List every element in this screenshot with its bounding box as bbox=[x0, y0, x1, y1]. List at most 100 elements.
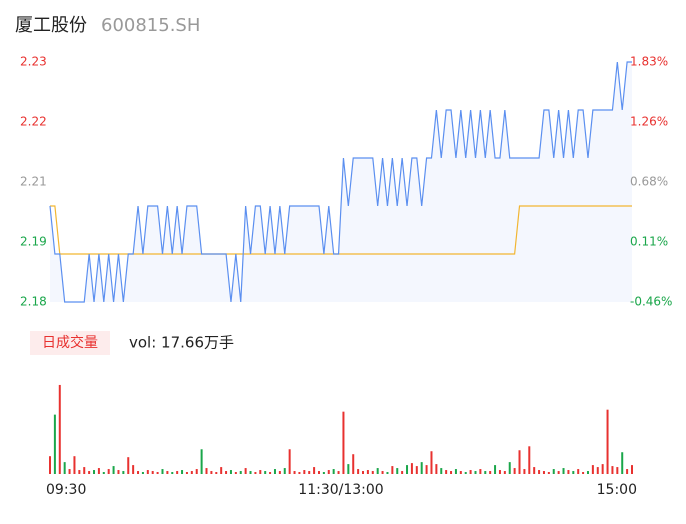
stock-code: 600815.SH bbox=[101, 15, 200, 36]
volume-bar bbox=[102, 472, 105, 474]
volume-bar bbox=[151, 471, 154, 474]
y-tick-label: 2.21 bbox=[20, 175, 47, 189]
volume-bar bbox=[185, 472, 188, 474]
volume-bar bbox=[122, 471, 125, 474]
volume-bar bbox=[396, 468, 399, 474]
volume-bar bbox=[464, 472, 467, 474]
volume-bar bbox=[127, 457, 130, 474]
volume-bar bbox=[273, 469, 276, 474]
volume-bar bbox=[611, 466, 614, 474]
volume-bar bbox=[567, 470, 570, 474]
volume-bar bbox=[166, 471, 169, 474]
volume-bar bbox=[591, 465, 594, 474]
volume-bar bbox=[440, 468, 443, 474]
price-line bbox=[50, 205, 632, 255]
volume-bar bbox=[450, 471, 453, 474]
volume-bar bbox=[181, 470, 184, 474]
volume-bar bbox=[572, 471, 575, 474]
y-tick-label: 2.23 bbox=[20, 55, 47, 69]
volume-bar bbox=[376, 468, 379, 474]
volume-bar bbox=[542, 471, 545, 474]
volume-bar bbox=[626, 469, 629, 474]
volume-bar bbox=[528, 446, 531, 474]
volume-bar bbox=[293, 471, 296, 474]
y2-tick-label: 1.83% bbox=[630, 55, 668, 69]
volume-bar bbox=[298, 472, 301, 474]
volume-bar bbox=[425, 465, 428, 474]
volume-bar bbox=[508, 462, 511, 474]
price-line bbox=[49, 61, 632, 303]
volume-bar bbox=[215, 472, 218, 474]
legend-box bbox=[30, 331, 110, 355]
volume-bar bbox=[332, 469, 335, 474]
volume-bar bbox=[141, 472, 144, 474]
volume-bar bbox=[137, 471, 140, 474]
volume-bar bbox=[78, 470, 81, 474]
volume-bar bbox=[117, 470, 120, 474]
volume-bar bbox=[381, 471, 384, 474]
volume-bar bbox=[352, 454, 355, 474]
volume-bar bbox=[313, 467, 316, 474]
volume-bar bbox=[479, 469, 482, 474]
volume-bar bbox=[68, 469, 71, 474]
volume-bar bbox=[538, 470, 541, 474]
volume-bar bbox=[63, 462, 66, 474]
volume-bar bbox=[386, 472, 389, 474]
volume-bar bbox=[322, 472, 325, 474]
volume-bar bbox=[347, 464, 350, 474]
volume-bar bbox=[606, 409, 609, 474]
volume-bar bbox=[631, 465, 633, 474]
volume-bar bbox=[469, 470, 472, 474]
volume-bar bbox=[49, 456, 51, 474]
y-tick-label: 2.19 bbox=[20, 235, 47, 249]
x-tick-label: 11:30/13:00 bbox=[298, 482, 383, 498]
volume-bar bbox=[234, 472, 237, 474]
volume-bar bbox=[88, 471, 91, 474]
volume-bar bbox=[337, 471, 340, 474]
volume-bar bbox=[283, 468, 286, 474]
volume-bar bbox=[161, 469, 164, 474]
volume-bar bbox=[254, 472, 257, 474]
volume-bar bbox=[107, 469, 110, 474]
volume-bar bbox=[415, 466, 418, 474]
y2-tick-label: 1.26% bbox=[630, 115, 668, 129]
legend-label: 日成交量 bbox=[42, 334, 98, 351]
volume-bar bbox=[366, 470, 369, 474]
volume-bar bbox=[229, 470, 232, 474]
volume-bar bbox=[445, 470, 448, 474]
volume-bar bbox=[410, 463, 413, 474]
volume-bar bbox=[278, 471, 281, 474]
price-area bbox=[50, 62, 632, 302]
volume-bar bbox=[391, 466, 394, 474]
volume-bar bbox=[83, 467, 86, 474]
volume-bar bbox=[406, 465, 409, 474]
volume-bar bbox=[371, 471, 374, 474]
volume-bar bbox=[362, 471, 365, 474]
volume-bar bbox=[484, 471, 487, 474]
volume-bar bbox=[132, 465, 135, 474]
volume-bar bbox=[513, 468, 516, 474]
volume-bar bbox=[621, 452, 624, 474]
volume-bar bbox=[156, 472, 159, 474]
x-tick-label: 09:30 bbox=[46, 482, 86, 498]
volume-bar bbox=[459, 471, 462, 474]
volume-bar bbox=[288, 449, 291, 474]
volume-bar bbox=[523, 469, 526, 474]
volume-bar bbox=[269, 472, 272, 474]
volume-bar bbox=[239, 471, 242, 474]
volume-bar bbox=[401, 471, 404, 474]
volume-bar bbox=[73, 456, 76, 474]
volume-bar bbox=[489, 471, 492, 474]
y-tick-label: 2.22 bbox=[20, 115, 47, 129]
stock-name: 厦工股份 bbox=[15, 15, 87, 36]
volume-bar bbox=[220, 467, 223, 474]
volume-bar bbox=[146, 470, 149, 474]
volume-bar bbox=[562, 468, 565, 474]
volume-label: vol: 17.66万手 bbox=[129, 334, 234, 352]
y2-tick-label: 0.68% bbox=[630, 175, 668, 189]
volume-bar bbox=[97, 468, 100, 474]
volume-bar bbox=[171, 472, 174, 474]
volume-bar bbox=[586, 471, 589, 474]
volume-bar bbox=[430, 451, 433, 474]
